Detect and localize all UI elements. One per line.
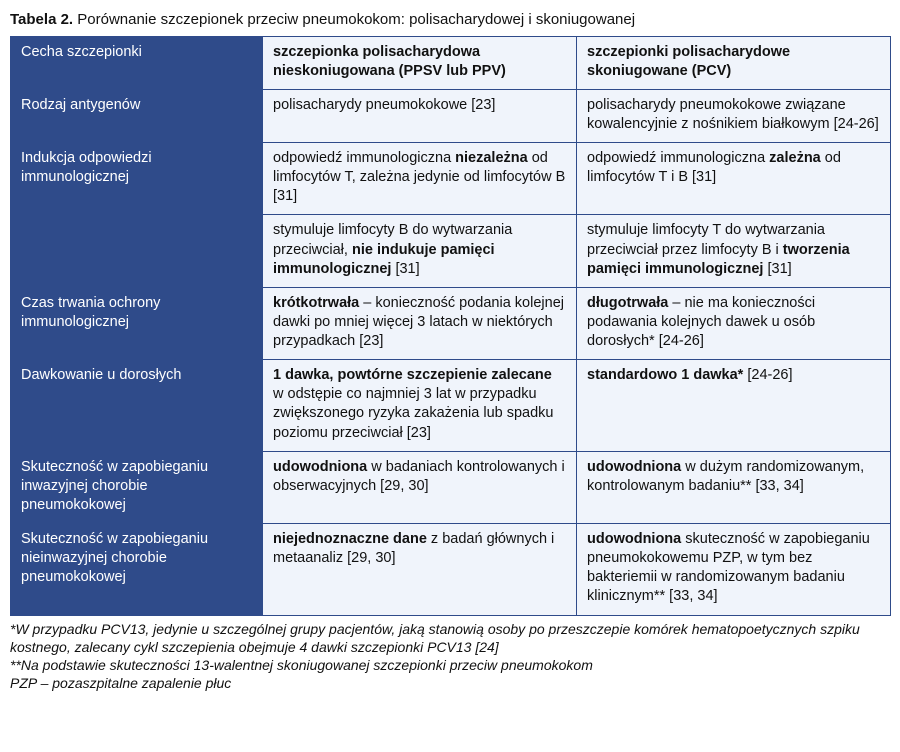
cell-ppsv: udowodniona w badaniach kontrolowanych i… [263,451,577,523]
table-body: Cecha szczepionkiszczepionka polisachary… [11,36,891,615]
table-title-text: Porównanie szczepionek przeciw pneumokok… [73,11,635,28]
cell-ppsv: krótkotrwała – konieczność podania kolej… [263,287,577,359]
cell-ppsv: 1 dawka, powtórne szczepienie zalecane w… [263,360,577,452]
cell-pcv: udowodniona skuteczność w zapobieganiu p… [577,524,891,616]
cell-ppsv: polisacharydy pneumokokowe [23] [263,89,577,142]
header-pcv: szczepionki polisacharydowe skoniugowane… [577,36,891,89]
cell-pcv: standardowo 1 dawka* [24-26] [577,360,891,452]
footnote-line: *W przypadku PCV13, jedynie u szczególne… [10,620,890,656]
cell-pcv: odpowiedź immunologiczna zależna od limf… [577,143,891,215]
cell-pcv: stymuluje limfocyty T do wytwarzania prz… [577,215,891,287]
cell-ppsv: stymuluje limfocyty B do wytwarzania prz… [263,215,577,287]
row-label: Czas trwania ochrony immunologicznej [11,287,263,359]
row-label: Skuteczność w zapobieganiu inwazyjnej ch… [11,451,263,523]
cell-pcv: długotrwała – nie ma konieczności podawa… [577,287,891,359]
footnote-line: **Na podstawie skuteczności 13-walentnej… [10,656,890,674]
footnotes: *W przypadku PCV13, jedynie u szczególne… [10,620,890,693]
table-number: Tabela 2. [10,11,73,28]
cell-ppsv: niejednoznaczne dane z badań głównych i … [263,524,577,616]
footnote-line: PZP – pozaszpitalne zapalenie płuc [10,674,890,692]
comparison-table: Cecha szczepionkiszczepionka polisachary… [10,36,891,616]
row-label: Rodzaj antygenów [11,89,263,142]
cell-ppsv: odpowiedź immunologiczna niezależna od l… [263,143,577,215]
row-label: Skuteczność w zapobieganiu nieinwazyjnej… [11,524,263,616]
row-label: Dawkowanie u dorosłych [11,360,263,452]
header-ppsv: szczepionka polisacharydowa nieskoniugow… [263,36,577,89]
table-caption: Tabela 2. Porównanie szczepionek przeciw… [10,10,890,30]
row-label: Indukcja odpowiedzi immunologicznej [11,143,263,288]
cell-pcv: polisacharydy pneumokokowe związane kowa… [577,89,891,142]
header-feature: Cecha szczepionki [11,36,263,89]
cell-pcv: udowodniona w dużym randomizowanym, kont… [577,451,891,523]
